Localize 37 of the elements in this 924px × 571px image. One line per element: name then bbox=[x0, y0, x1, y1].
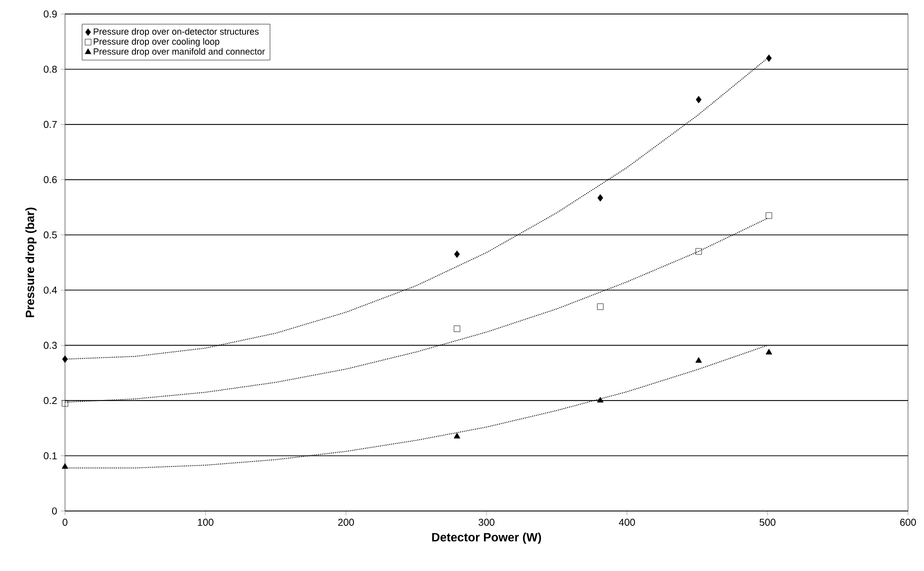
y-tick-label: 0.5 bbox=[44, 231, 57, 238]
y-tick-label: 0.9 bbox=[44, 10, 57, 18]
point bbox=[597, 396, 604, 402]
y-axis-title: Pressure drop (bar) bbox=[25, 208, 37, 318]
point bbox=[766, 54, 772, 62]
x-axis-title: Detector Power (W) bbox=[432, 532, 542, 544]
x-tick-label: 200 bbox=[338, 518, 354, 526]
x-tick-label: 600 bbox=[900, 518, 916, 526]
x-tick-label: 400 bbox=[618, 518, 635, 526]
x-tick-label: 500 bbox=[760, 518, 776, 526]
y-tick-label: 0.2 bbox=[44, 397, 57, 404]
legend-label: Pressure drop over cooling loop bbox=[94, 38, 220, 46]
y-tick-label: 0.3 bbox=[44, 342, 57, 349]
point bbox=[454, 326, 460, 332]
y-tick-label: 0.8 bbox=[44, 66, 57, 73]
x-tick-label: 0 bbox=[62, 518, 68, 526]
x-tick-label: 100 bbox=[198, 518, 214, 526]
point bbox=[62, 463, 68, 469]
point bbox=[766, 212, 772, 219]
point bbox=[454, 432, 460, 438]
point bbox=[62, 355, 68, 363]
point bbox=[597, 194, 604, 202]
point bbox=[696, 96, 702, 104]
y-tick-label: 0.1 bbox=[44, 452, 57, 460]
x-tick-label: 300 bbox=[478, 518, 494, 526]
point bbox=[766, 348, 772, 354]
point bbox=[454, 250, 460, 258]
y-tick-label: 0.6 bbox=[44, 176, 57, 184]
point bbox=[62, 400, 68, 407]
y-tick-label: 0.4 bbox=[44, 286, 57, 294]
point bbox=[695, 248, 702, 255]
legend-label: Pressure drop over manifold and connector bbox=[94, 48, 265, 56]
legend-label: Pressure drop over on-detector structures bbox=[94, 28, 259, 36]
y-tick-label: 0.7 bbox=[44, 120, 57, 128]
point bbox=[597, 303, 604, 310]
point bbox=[695, 357, 702, 363]
y-tick-label: 0 bbox=[52, 507, 57, 515]
